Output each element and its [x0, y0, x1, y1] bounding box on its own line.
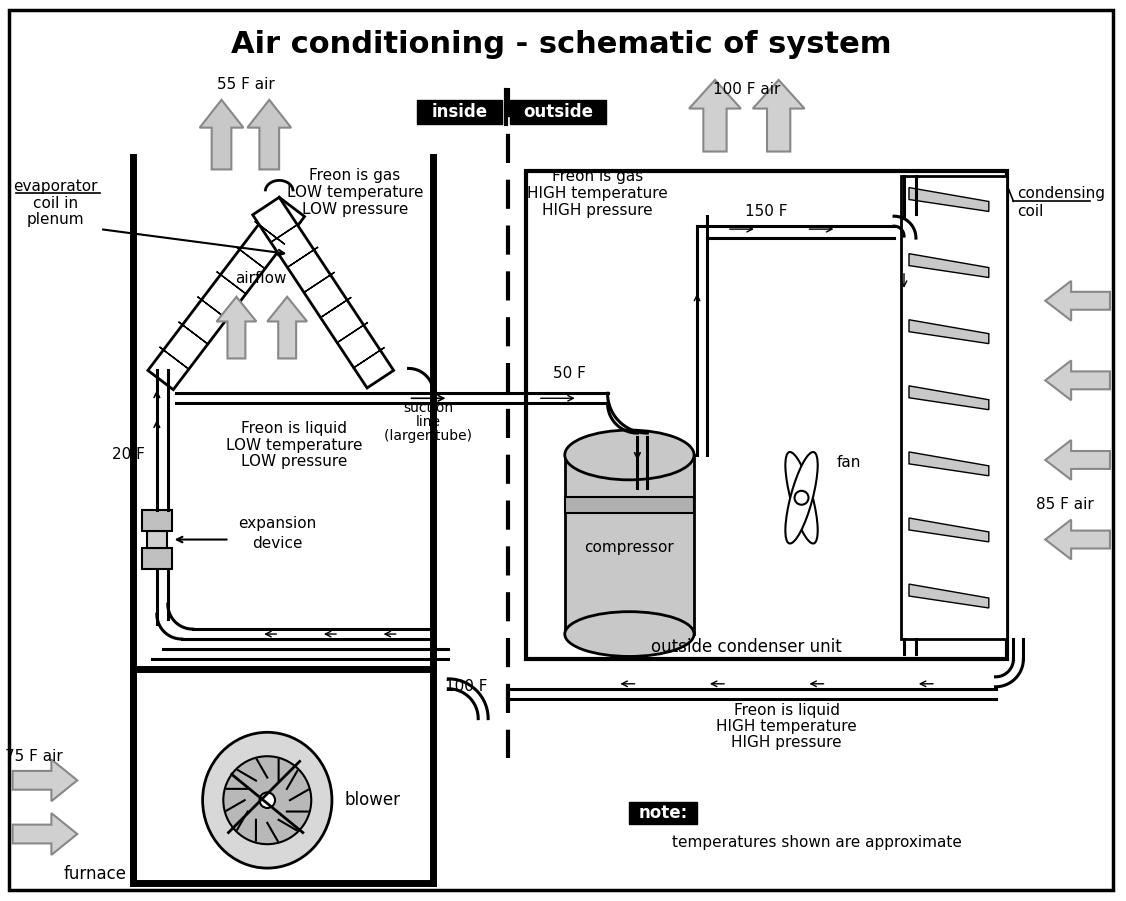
Polygon shape [909, 254, 989, 278]
Ellipse shape [785, 452, 817, 543]
Text: Freon is gas: Freon is gas [552, 168, 643, 184]
Text: HIGH temperature: HIGH temperature [527, 186, 668, 201]
Text: outside: outside [522, 103, 592, 121]
Polygon shape [252, 197, 394, 388]
Polygon shape [197, 296, 227, 320]
Ellipse shape [203, 733, 332, 868]
Polygon shape [254, 222, 285, 244]
Text: HIGH pressure: HIGH pressure [543, 203, 653, 218]
Polygon shape [267, 296, 307, 359]
Bar [146, 531, 167, 549]
Text: 75 F air: 75 F air [5, 749, 62, 764]
Text: furnace: furnace [64, 865, 126, 883]
Text: Freon is liquid: Freon is liquid [734, 703, 840, 718]
Polygon shape [199, 100, 243, 169]
Text: 20 F: 20 F [111, 448, 145, 462]
Text: 150 F: 150 F [745, 204, 788, 219]
Text: LOW pressure: LOW pressure [241, 454, 347, 469]
Polygon shape [286, 247, 318, 268]
Bar [526, 171, 1008, 659]
Text: 85 F air: 85 F air [1036, 497, 1094, 513]
Text: LOW pressure: LOW pressure [302, 202, 408, 217]
Text: coil: coil [1018, 204, 1044, 219]
Polygon shape [909, 386, 989, 410]
Text: 100 F: 100 F [445, 679, 488, 695]
Polygon shape [160, 347, 189, 369]
Text: fan: fan [837, 455, 860, 470]
Text: evaporator: evaporator [14, 179, 98, 194]
Text: airflow: airflow [235, 271, 287, 287]
Polygon shape [12, 813, 78, 855]
Polygon shape [689, 80, 741, 151]
Text: suction: suction [403, 401, 454, 415]
Text: coil in: coil in [33, 196, 78, 211]
Ellipse shape [785, 452, 817, 543]
Text: Freon is liquid: Freon is liquid [241, 421, 347, 435]
Polygon shape [12, 760, 78, 801]
Text: 55 F air: 55 F air [216, 77, 275, 93]
Bar [901, 177, 1008, 639]
Text: 100 F air: 100 F air [713, 82, 780, 97]
Circle shape [223, 756, 311, 844]
Polygon shape [179, 322, 208, 345]
Bar [565, 497, 694, 513]
Polygon shape [303, 272, 334, 293]
Polygon shape [320, 297, 351, 318]
Polygon shape [909, 320, 989, 343]
Text: note:: note: [638, 804, 688, 822]
Text: compressor: compressor [584, 540, 674, 555]
Polygon shape [753, 80, 804, 151]
Text: Freon is gas: Freon is gas [310, 168, 401, 183]
Text: temperatures shown are approximate: temperatures shown are approximate [671, 835, 962, 851]
Ellipse shape [565, 430, 694, 480]
Bar [565, 455, 694, 634]
Polygon shape [235, 247, 266, 269]
Polygon shape [1045, 360, 1110, 400]
Text: (larger tube): (larger tube) [384, 429, 473, 443]
Text: inside: inside [431, 103, 488, 121]
Polygon shape [216, 271, 247, 295]
Bar [142, 549, 172, 569]
Bar [142, 510, 172, 531]
Ellipse shape [565, 612, 694, 657]
Text: blower: blower [345, 791, 401, 809]
Polygon shape [909, 452, 989, 476]
Bar [629, 802, 697, 824]
Polygon shape [248, 100, 292, 169]
Text: LOW temperature: LOW temperature [226, 438, 363, 452]
Polygon shape [352, 348, 384, 369]
Polygon shape [337, 323, 368, 343]
Text: HIGH temperature: HIGH temperature [716, 719, 857, 734]
Text: expansion: expansion [238, 515, 316, 531]
Polygon shape [1045, 440, 1110, 480]
Text: LOW temperature: LOW temperature [287, 185, 423, 200]
Bar [510, 100, 606, 123]
Text: device: device [252, 535, 303, 551]
Text: outside condenser unit: outside condenser unit [652, 638, 842, 656]
Polygon shape [1045, 520, 1110, 560]
Polygon shape [909, 187, 989, 212]
Text: line: line [415, 415, 441, 429]
Polygon shape [1045, 281, 1110, 321]
Text: plenum: plenum [27, 212, 84, 227]
Text: 50 F: 50 F [553, 366, 587, 381]
Polygon shape [270, 222, 302, 242]
Polygon shape [148, 197, 304, 389]
Text: condensing: condensing [1018, 186, 1106, 201]
Text: Air conditioning - schematic of system: Air conditioning - schematic of system [231, 30, 891, 59]
Circle shape [795, 491, 808, 505]
Circle shape [259, 793, 275, 808]
Text: HIGH pressure: HIGH pressure [731, 735, 842, 750]
Circle shape [793, 489, 811, 506]
Polygon shape [909, 518, 989, 542]
Bar [417, 100, 502, 123]
Polygon shape [216, 296, 257, 359]
Polygon shape [909, 584, 989, 608]
